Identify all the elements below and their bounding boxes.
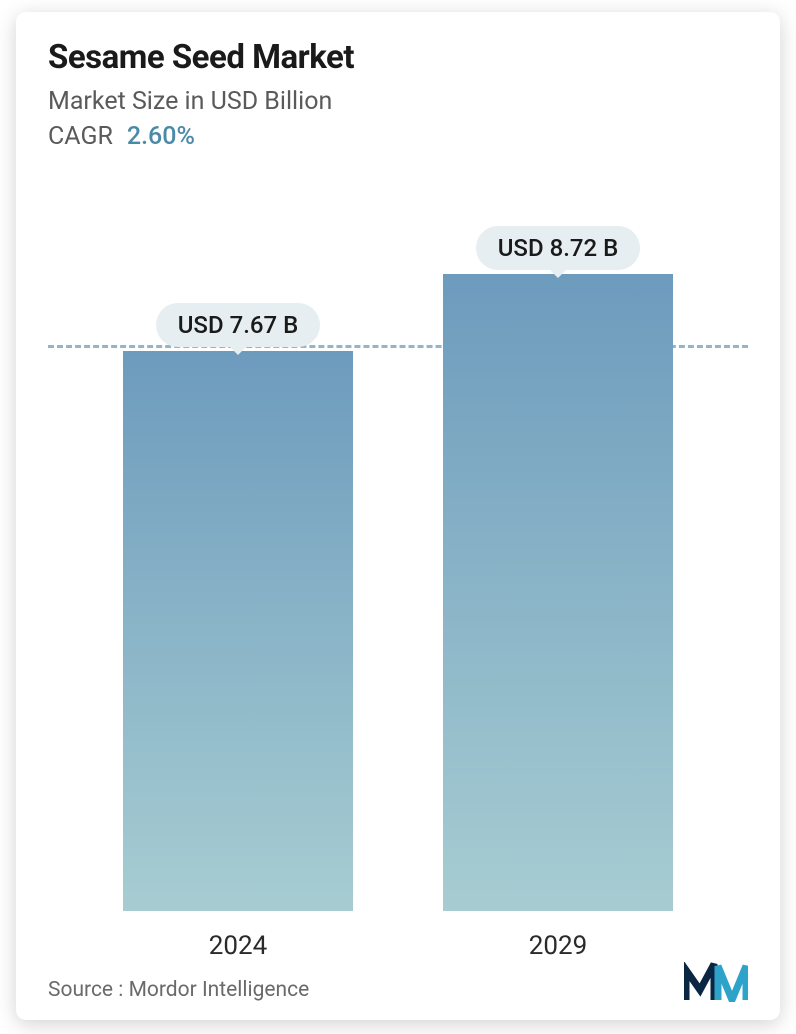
x-label-1: 2029 — [443, 931, 673, 961]
bar-group-0: USD 7.67 B — [123, 303, 353, 911]
value-pill-0: USD 7.67 B — [156, 303, 321, 347]
source-text: Source : Mordor Intelligence — [48, 978, 309, 1002]
value-pill-1: USD 8.72 B — [476, 226, 641, 270]
bar-1 — [443, 274, 673, 911]
x-label-0: 2024 — [123, 931, 353, 961]
bars-container: USD 7.67 B USD 8.72 B — [48, 191, 748, 911]
chart-footer: Source : Mordor Intelligence — [48, 962, 748, 1002]
chart-subtitle: Market Size in USD Billion — [48, 87, 748, 116]
cagr-row: CAGR 2.60% — [48, 122, 748, 151]
bar-group-1: USD 8.72 B — [443, 226, 673, 911]
x-axis-labels: 2024 2029 — [48, 931, 748, 961]
chart-area: USD 7.67 B USD 8.72 B 2024 2029 — [48, 191, 748, 911]
cagr-label: CAGR — [48, 122, 113, 151]
mordor-logo-icon — [684, 962, 748, 1002]
chart-title: Sesame Seed Market — [48, 38, 748, 77]
chart-card: Sesame Seed Market Market Size in USD Bi… — [16, 12, 780, 1020]
bar-0 — [123, 351, 353, 911]
cagr-value: 2.60% — [127, 122, 195, 151]
